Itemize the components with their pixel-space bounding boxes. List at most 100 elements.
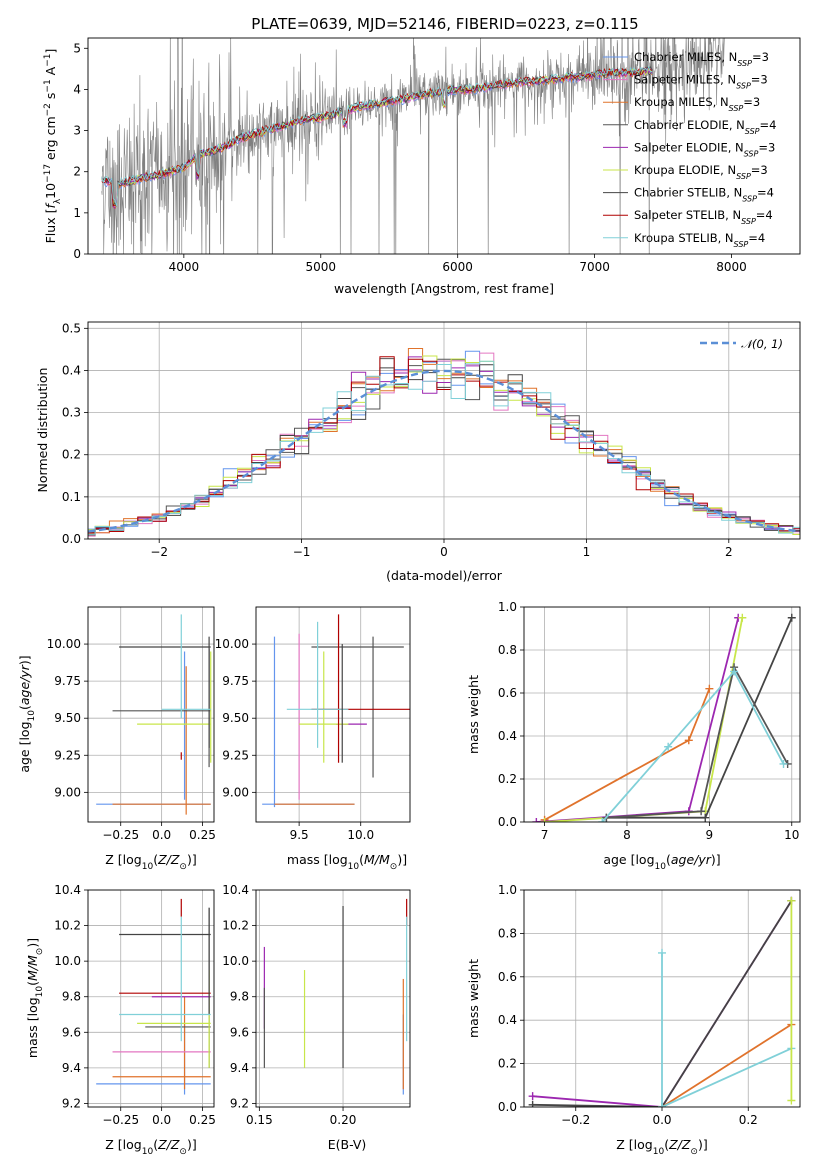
weight-marker xyxy=(658,1103,666,1107)
axes-border xyxy=(523,606,801,823)
x-axis-label: age [log10(age/yr)] xyxy=(603,852,720,872)
weight-marker xyxy=(730,667,739,676)
legend-text: =4 xyxy=(756,208,773,222)
axes-frame: −0.25 0.0 0.25 9.00 9.25 9.50 9.75 10.00 xyxy=(47,606,216,842)
y-axis-label: mass [log10(M/M⊙)] xyxy=(25,938,45,1058)
y-axis-label: Flux [fλ10−17 erg cm−2 s−1 A−1] xyxy=(43,49,63,244)
label-part: 10 xyxy=(653,1147,665,1157)
weight-marker xyxy=(697,807,706,816)
x-tick-label: 10.0 xyxy=(347,828,374,842)
label-part: ] xyxy=(43,49,58,54)
x-tick-label: 5000 xyxy=(305,260,336,274)
legend-text: =3 xyxy=(743,95,760,109)
legend-text: =4 xyxy=(760,118,777,132)
legend-sub: SSP xyxy=(734,239,749,248)
y-tick-label: 0 xyxy=(73,247,81,261)
label-part: ( xyxy=(17,705,32,710)
label-part: ⊙ xyxy=(35,948,45,956)
axes-border xyxy=(87,889,215,1108)
x-axis-label: Z [log10(Z/Z⊙)] xyxy=(616,1137,707,1157)
label-part: −1 xyxy=(43,79,53,92)
y-tick-label: 10.2 xyxy=(222,919,249,933)
x-tick-label: 0.20 xyxy=(330,1113,357,1127)
legend-label: Salpeter MILES, NSSP=3 xyxy=(634,73,768,91)
x-axis-label: Z [log10(Z/Z⊙)] xyxy=(105,852,196,872)
plot-area xyxy=(524,607,800,822)
label-part: wavelength [Angstrom, rest frame] xyxy=(334,281,554,296)
y-tick-label: 1.0 xyxy=(498,883,517,897)
label-part: −1 xyxy=(43,53,53,66)
y-tick-label: 10.4 xyxy=(222,883,249,897)
model-spectrum-line xyxy=(101,65,653,207)
y-tick-label: 9.2 xyxy=(62,1096,81,1110)
y-tick-label: 1 xyxy=(73,206,81,220)
label-part: ( xyxy=(359,852,364,867)
y-tick-label: 10.0 xyxy=(222,954,249,968)
y-tick-label: 3 xyxy=(73,124,81,138)
y-tick-label: 0.0 xyxy=(498,815,517,829)
weight-marker xyxy=(664,742,673,751)
weight-marker xyxy=(738,613,747,622)
label-part: ⊙ xyxy=(390,862,398,872)
age-vs-mass-panel: 9.5 10.0 9.00 9.25 9.50 9.75 10.00 mass [log10(… xyxy=(215,606,411,872)
weight-marker xyxy=(701,813,710,822)
legend-text: =3 xyxy=(752,50,769,64)
x-tick-label: −0.25 xyxy=(102,1113,139,1127)
legend-label: Kroupa STELIB, NSSP=4 xyxy=(634,231,765,249)
x-tick-label: 0.0 xyxy=(152,828,171,842)
legend-label: Salpeter STELIB, NSSP=4 xyxy=(634,208,773,226)
x-tick-label: 0.25 xyxy=(189,828,216,842)
legend-label: Chabrier MILES, NSSP=3 xyxy=(634,50,769,68)
label-part: E(B-V) xyxy=(328,1137,367,1152)
weight-series-line xyxy=(536,617,740,822)
legend-text: Salpeter MILES, N xyxy=(634,73,736,87)
x-tick-label: −2 xyxy=(150,545,168,559)
x-tick-label: 8000 xyxy=(716,260,747,274)
label-part: age/yr xyxy=(17,664,32,705)
legend-sub: SSP xyxy=(742,194,757,203)
weight-series-line xyxy=(661,1023,792,1107)
y-tick-label: 0.4 xyxy=(498,1013,517,1027)
legend-text: =3 xyxy=(751,163,768,177)
y-tick-label: 9.8 xyxy=(62,990,81,1004)
model-spectrum-line xyxy=(101,66,653,207)
legend-sub: SSP xyxy=(736,81,751,90)
x-tick-label: 9.5 xyxy=(290,828,309,842)
y-tick-label: 0.6 xyxy=(498,970,517,984)
legend-text: Kroupa STELIB, N xyxy=(634,231,734,245)
x-tick-label: 6000 xyxy=(442,260,473,274)
y-tick-label: 0.0 xyxy=(62,532,81,546)
label-part: ( xyxy=(153,852,158,867)
label-part: M/M xyxy=(364,852,390,867)
x-tick-label: 0.0 xyxy=(152,1113,171,1127)
y-tick-label: 9.50 xyxy=(54,711,81,725)
label-part: age/yr xyxy=(671,852,712,867)
x-tick-label: 2 xyxy=(725,545,733,559)
label-part: Z/Z xyxy=(157,852,180,867)
legend-label: Chabrier STELIB, NSSP=4 xyxy=(634,186,774,204)
legend-text: Chabrier STELIB, N xyxy=(634,186,742,200)
x-tick-label: 1 xyxy=(583,545,591,559)
mass-vs-ebv-panel: 0.15 0.20 9.2 9.4 9.6 9.8 10.0 10.2 10.4 E(B-V) xyxy=(222,883,411,1152)
y-tick-label: 9.75 xyxy=(54,674,81,688)
residual-histogram xyxy=(88,356,800,534)
y-tick-label: 9.50 xyxy=(222,711,249,725)
x-tick-label: 0.15 xyxy=(246,1113,273,1127)
y-tick-label: 9.25 xyxy=(54,748,81,762)
legend-text: Chabrier ELODIE, N xyxy=(634,118,745,132)
legend-label: Kroupa MILES, NSSP=3 xyxy=(634,95,760,113)
weight-series-line xyxy=(661,1047,792,1107)
label-part: Z/Z xyxy=(668,1137,691,1152)
axes-border xyxy=(255,606,411,823)
weight-marker xyxy=(787,1096,796,1105)
axes-border xyxy=(87,606,215,823)
x-tick-label: 10 xyxy=(784,828,799,842)
label-part: )] xyxy=(698,1137,708,1152)
weight-series-line xyxy=(606,617,793,819)
weight-marker xyxy=(684,736,693,745)
x-tick-label: 7 xyxy=(541,828,549,842)
legend-text: Kroupa MILES, N xyxy=(634,95,729,109)
